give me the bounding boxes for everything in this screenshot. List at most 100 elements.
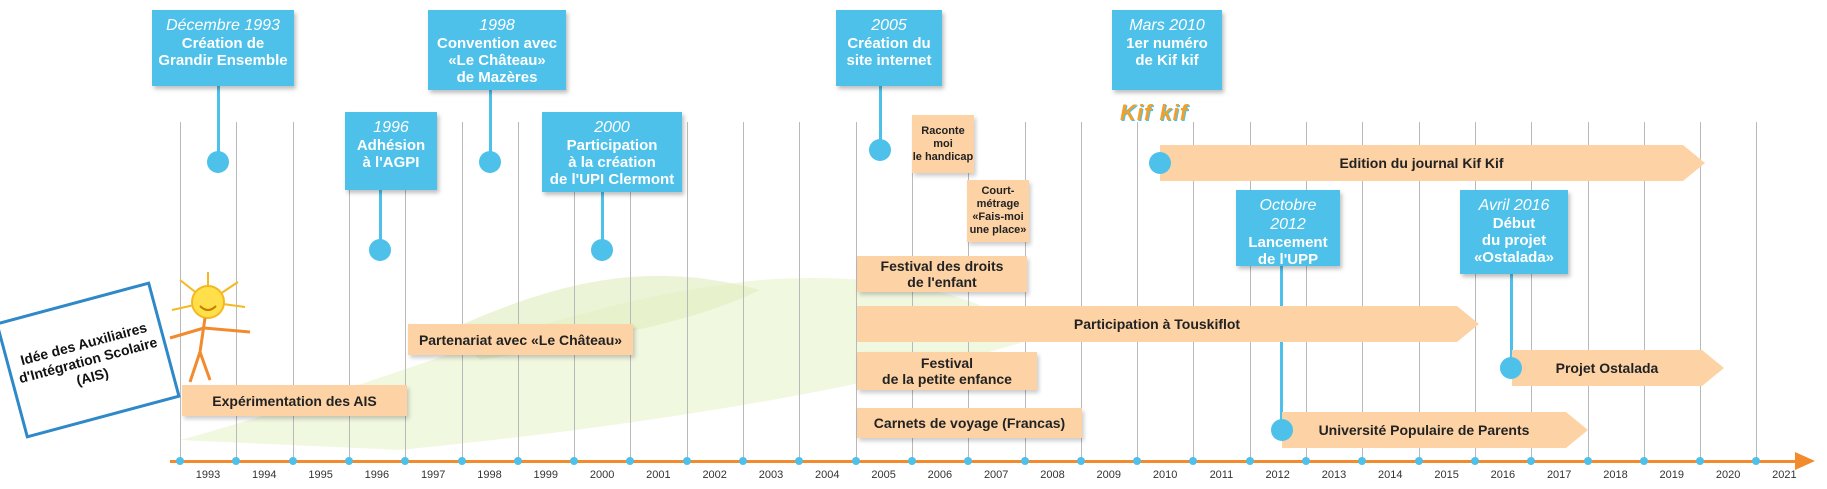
year-label: 1995 [308,469,333,481]
event-text: Création du site internet [846,35,932,69]
year-label: 2001 [646,469,671,481]
grid-line [1024,122,1026,462]
year-label: 2008 [1040,469,1065,481]
year-tick [626,457,635,465]
year-tick [457,457,466,465]
event-stem [217,86,220,162]
event-stem [379,190,382,250]
grid-line [1418,122,1420,462]
axis-arrow-icon [1795,452,1815,470]
grid-line [1700,122,1702,462]
event-date: 2000 [594,119,630,136]
year-tick [1189,457,1198,465]
year-tick [513,457,522,465]
dot-kifkif [1149,152,1171,174]
grid-line [236,122,238,462]
bar-experimentation: Expérimentation des AIS [182,385,407,416]
dot-ostalada [1500,357,1522,379]
year-label: 2011 [1209,469,1234,481]
year-tick [1302,457,1310,465]
year-label: 2012 [1265,469,1290,481]
grid-line [799,122,801,462]
grid-line [630,122,632,462]
year-label: 2020 [1715,469,1741,481]
event-stem [601,192,604,250]
event-text: Convention avec «Le Château» de Mazères [436,35,558,86]
year-label: 1998 [477,469,502,481]
event-dot [591,239,613,261]
year-tick [851,457,860,465]
event-box-e2016: Avril 2016 Début du projet «Ostalada» [1460,190,1568,274]
year-label: 2003 [758,469,784,481]
event-box-e1993: Décembre 1993 Création de Grandir Ensembl… [152,10,294,86]
year-tick [1696,457,1705,465]
event-box-e2005: 2005 Création du site internet [836,10,942,86]
event-text: Adhésion à l'AGPI [356,137,426,171]
year-tick [682,457,691,465]
grid-line [911,122,913,462]
event-text: 1er numéro de Kif kif [1126,35,1208,69]
grid-line [1080,122,1082,462]
year-tick [1020,457,1029,465]
event-text: Début du projet «Ostalada» [1473,215,1555,266]
event-text: Lancement de l'UPP [1248,234,1328,268]
sun-character-icon [169,272,251,383]
event-date: 1996 [373,119,409,136]
year-label: 1994 [252,469,277,481]
event-dot [369,239,391,261]
year-tick [232,457,241,465]
grid-line [855,122,857,462]
event-stem [489,90,492,162]
year-label: 2015 [1434,469,1459,481]
event-date: Avril 2016 [1478,197,1550,214]
event-stem [879,86,882,150]
year-tick [1583,457,1592,465]
event-date: 1998 [479,17,515,34]
bar-carnets: Carnets de voyage (Francas) [857,408,1082,438]
year-label: 1999 [533,469,559,481]
year-tick [907,457,916,465]
year-label: 2016 [1490,469,1516,481]
year-label: 2010 [1152,469,1178,481]
grid-line [1643,122,1645,462]
event-box-e2010: Mars 2010 1er numéro de Kif kif [1112,10,1222,90]
event-box-e1998: 1998 Convention avec «Le Château» de Mazè… [428,10,566,90]
grid-line [180,122,181,462]
year-label: 1997 [420,469,446,481]
bar-partenariat: Partenariat avec «Le Château» [408,324,633,355]
grid-line [1193,122,1195,462]
year-label: 2007 [983,469,1009,481]
box-court-metrage: Court- métrage «Fais-moi une place» [967,180,1029,242]
event-text: Création de Grandir Ensemble [158,35,288,69]
bar-festival-petite: Festival de la petite enfance [857,352,1037,390]
year-label: 2013 [1321,469,1347,481]
box-raconte: Raconte moi le handicap [912,115,974,173]
year-label: 2017 [1546,469,1572,481]
arrow-upp: Université Populaire de Parents [1282,412,1588,448]
grid-line [686,122,688,462]
timeline-axis [170,460,1795,463]
grid-line [348,122,350,462]
year-tick [401,457,410,465]
event-date: Mars 2010 [1129,17,1205,34]
event-stem [1510,274,1513,358]
year-tick [964,457,973,465]
kifkif-logo: Kif kif [1120,100,1189,125]
year-tick [570,457,579,465]
year-tick [739,457,747,465]
event-date: Octobre 2012 [1259,197,1317,233]
year-label: 2002 [702,469,727,481]
grid-line [1137,122,1139,462]
event-box-e1996: 1996 Adhésion à l'AGPI [345,112,437,190]
year-tick [176,457,184,465]
grid-line [1306,122,1307,462]
year-tick [1358,457,1367,465]
grid-line [461,122,463,462]
grid-line [1587,122,1589,462]
event-box-e2000: 2000 Participation à la création de l'UPI… [542,112,682,192]
grid-line [517,122,519,462]
year-label: 1993 [195,469,221,481]
year-label: 2019 [1659,469,1685,481]
year-tick [1639,457,1648,465]
